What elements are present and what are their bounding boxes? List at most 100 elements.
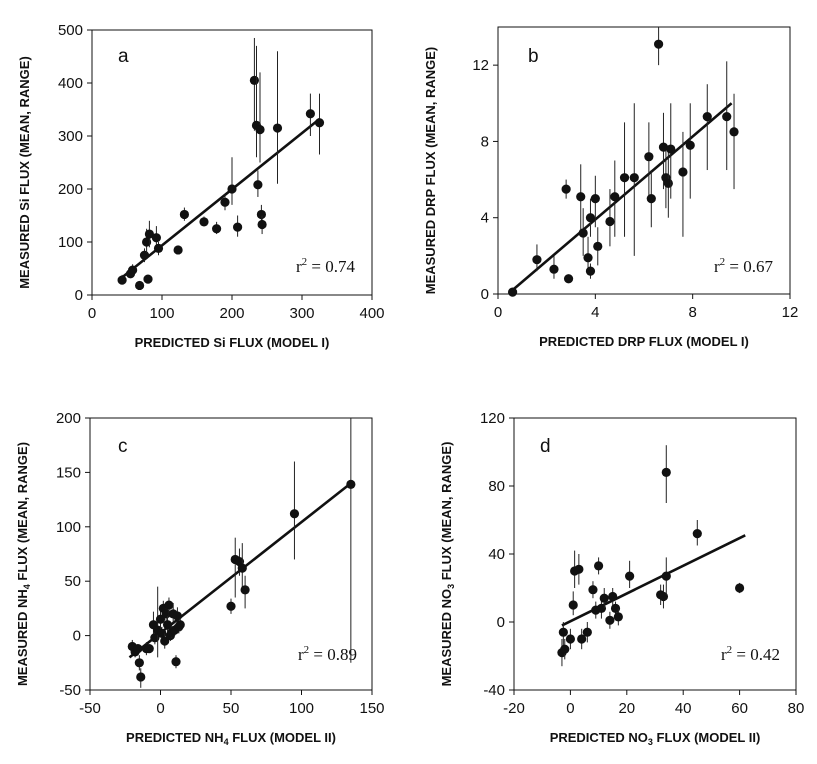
panel-b-ytick-label-1: 4 xyxy=(481,210,489,227)
panel-b-point-10 xyxy=(590,194,600,204)
panel-b-xlabel-text: PREDICTED DRP FLUX (MODEL I) xyxy=(539,334,749,349)
panel-a-point-15 xyxy=(227,184,237,194)
panel-d-point-13 xyxy=(599,593,609,603)
panel-a-point-13 xyxy=(212,224,222,234)
panel-c-point-6 xyxy=(144,644,154,654)
panel-d-point-24 xyxy=(735,583,745,593)
panel-b-point-9 xyxy=(585,266,596,276)
panel-c-ytick-label-3: 100 xyxy=(56,519,81,536)
panel-d-xtick-label-5: 80 xyxy=(788,700,805,717)
panel-c-point-8 xyxy=(150,633,160,643)
panel-d-r2: r2 = 0.42 xyxy=(721,644,780,664)
panel-c-r2-value: = 0.89 xyxy=(309,645,357,664)
panel-d-point-18 xyxy=(625,571,635,581)
panel-d-point-14 xyxy=(605,615,615,625)
panel-c-xlabel-part-1: 4 xyxy=(224,737,229,747)
panel-d-point-1 xyxy=(558,627,568,637)
panel-b-point-17 xyxy=(646,194,656,204)
panel-d-xlabel-part-2: FLUX (MODEL II) xyxy=(653,730,760,745)
panel-b-ytick-label-2: 8 xyxy=(481,133,489,150)
panel-b-frame xyxy=(497,26,791,295)
panel-a-r2-exp: 2 xyxy=(302,256,308,268)
panel-c-xtick-label-2: 50 xyxy=(223,700,240,717)
panel-d-point-23 xyxy=(692,529,702,539)
panel-d-point-17 xyxy=(613,612,623,622)
panel-c-ylabel-part-2: FLUX (MEAN, RANGE) xyxy=(15,442,30,584)
panel-c-point-11 xyxy=(157,628,167,639)
panel-b-point-6 xyxy=(578,228,588,238)
panel-d-ytick-label-1: 0 xyxy=(497,614,505,631)
panel-a-ytick-label-2: 200 xyxy=(58,181,83,198)
panel-d-xtick-label-3: 40 xyxy=(675,700,692,717)
panel-c-ytick-label-2: 50 xyxy=(64,573,81,590)
panel-b-point-27 xyxy=(729,127,739,137)
panel-c-letter: c xyxy=(118,436,128,457)
panel-a-xtick-label-3: 300 xyxy=(289,305,314,322)
panel-d-point-21 xyxy=(661,467,671,477)
panel-b-point-14 xyxy=(619,173,630,183)
panel-a-ytick-label-4: 400 xyxy=(58,75,83,92)
panel-d-xtick-label-0: -20 xyxy=(503,700,525,717)
panel-a-letter: a xyxy=(118,46,129,67)
panel-a-point-7 xyxy=(144,229,154,239)
panel-b-r2: r2 = 0.67 xyxy=(714,256,774,276)
panel-b-xtick-label-3: 12 xyxy=(782,304,799,321)
panel-d-xlabel-part-0: PREDICTED NO xyxy=(550,730,648,745)
panel-a-point-12 xyxy=(199,217,209,227)
panel-b-letter: b xyxy=(528,46,539,67)
panel-c-point-28 xyxy=(237,563,247,573)
panel-c-ytick-label-4: 150 xyxy=(56,464,81,481)
panel-d-point-15 xyxy=(608,591,618,602)
panel-a-ytick-label-5: 500 xyxy=(58,22,83,39)
panel-a-ylabel-text: MEASURED Si FLUX (MEAN, RANGE) xyxy=(17,56,32,289)
panel-d-ytick-label-0: -40 xyxy=(483,682,505,699)
panel-d-point-3 xyxy=(565,634,576,644)
panel-c-point-29 xyxy=(240,585,250,595)
panel-d-point-20 xyxy=(658,591,669,602)
panel-d-ylabel-part-1: 3 xyxy=(446,584,456,589)
panel-d-xlabel: PREDICTED NO3 FLUX (MODEL II) xyxy=(550,730,761,747)
panel-a-point-21 xyxy=(256,209,266,220)
panel-a-ytick-label-0: 0 xyxy=(75,287,83,304)
panel-c-r2-exp: 2 xyxy=(304,644,310,656)
panel-b-r2-value: = 0.67 xyxy=(725,257,773,276)
panel-c-point-15 xyxy=(162,620,173,630)
panel-d-point-11 xyxy=(594,561,604,571)
panel-a-xlabel: PREDICTED Si FLUX (MODEL I) xyxy=(135,335,330,350)
panel-c-point-30 xyxy=(289,509,300,519)
panel-b-xtick-label-2: 8 xyxy=(688,304,696,321)
panel-c-point-25 xyxy=(226,601,236,611)
panel-a-r2: r2 = 0.74 xyxy=(296,256,356,276)
panel-b-point-7 xyxy=(583,253,593,263)
panel-d-ylabel: MEASURED NO3 FLUX (MEAN, RANGE) xyxy=(439,442,456,687)
panel-a-point-24 xyxy=(305,109,315,119)
panel-b-point-15 xyxy=(629,173,639,183)
panel-b-point-2 xyxy=(549,264,559,274)
panel-d-point-7 xyxy=(577,634,587,644)
panel-a-point-6 xyxy=(143,274,153,284)
panel-c-xlabel-part-0: PREDICTED NH xyxy=(126,730,224,745)
panel-a-point-9 xyxy=(153,243,164,253)
panel-a-point-11 xyxy=(179,209,189,220)
panel-b-point-13 xyxy=(610,192,620,202)
panel-a-ytick-label-1: 100 xyxy=(58,234,83,251)
panel-c-point-24 xyxy=(175,620,185,630)
panel-c-point-2 xyxy=(133,644,143,654)
panel-a-point-22 xyxy=(257,219,267,230)
panel-b-xlabel: PREDICTED DRP FLUX (MODEL I) xyxy=(539,334,749,349)
panel-a-point-2 xyxy=(128,265,138,275)
panel-c-xlabel-part-2: FLUX (MODEL II) xyxy=(229,730,336,745)
panel-b-xtick-label-0: 0 xyxy=(494,304,502,321)
panel-c-point-22 xyxy=(172,611,183,621)
panel-d-point-12 xyxy=(596,603,607,614)
panel-b-point-8 xyxy=(585,213,596,223)
panel-b-point-3 xyxy=(561,184,571,194)
panel-a-point-20 xyxy=(255,125,265,135)
panel-d-point-6 xyxy=(574,564,584,574)
panel-c-ytick-label-1: 0 xyxy=(73,628,81,645)
panel-b-ylabel-text: MEASURED DRP FLUX (MEAN, RANGE) xyxy=(423,47,438,295)
panel-c-r2-base: r xyxy=(298,645,304,664)
panel-c-xtick-label-0: -50 xyxy=(79,700,101,717)
panel-d-point-2 xyxy=(560,644,570,654)
